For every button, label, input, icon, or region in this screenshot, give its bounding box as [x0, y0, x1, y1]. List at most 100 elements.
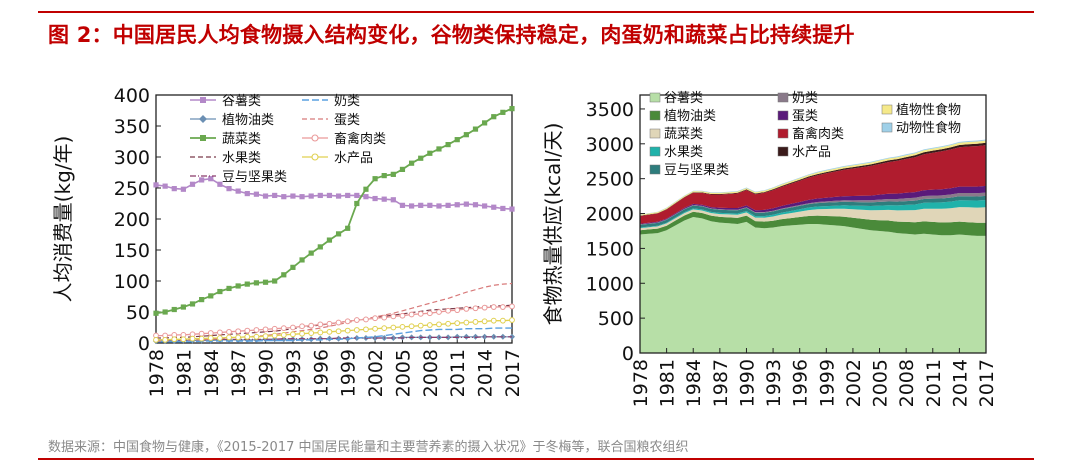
series-8-point [363, 326, 369, 333]
series-7-point [436, 309, 442, 315]
series-8-point [244, 333, 251, 340]
legend-label-6: 蛋类 [792, 109, 818, 124]
legend-swatch-5 [777, 92, 789, 103]
x-tick-label: 2014 [949, 359, 971, 407]
legend-swatch-9 [881, 104, 893, 115]
series-2-point [171, 306, 177, 313]
x-tick-label: 1993 [763, 359, 785, 407]
series-8-point [372, 325, 378, 332]
series-0-point [427, 202, 433, 208]
top-divider [38, 11, 1034, 13]
legend-label-0: 谷薯类 [222, 94, 261, 109]
series-2-point [381, 173, 387, 179]
series-0-point [199, 177, 205, 183]
series-7-point [454, 307, 461, 314]
series-7-point [308, 322, 315, 329]
x-tick-label: 2014 [475, 349, 497, 397]
series-7-point [417, 310, 424, 317]
x-tick-label: 2005 [392, 349, 414, 397]
legend-swatch-10 [881, 122, 893, 133]
legend-label-2: 蔬菜类 [222, 132, 261, 147]
series-2-point [491, 114, 497, 120]
line-chart-food-consumption: 0 50 100 150 200 250 300 350 400 1978 1981 1984 1987… [51, 85, 524, 397]
y-tick-label: 150 [114, 240, 150, 262]
legend-label-5: 奶类 [792, 91, 818, 106]
series-8-point [408, 323, 415, 330]
series-7-point [372, 315, 378, 322]
y-tick-label: 1500 [586, 238, 634, 260]
area-series-6 [640, 185, 986, 225]
series-7-point [262, 326, 269, 333]
series-8-point [326, 328, 333, 335]
series-8-point [436, 321, 442, 328]
series-0-point [509, 206, 515, 212]
legend-label-0: 谷薯类 [664, 91, 703, 106]
series-2-point [345, 225, 351, 231]
legend-marker-2 [200, 135, 206, 141]
legend-swatch-0 [649, 92, 661, 103]
series-8-point [290, 331, 296, 338]
series-8-point [235, 334, 242, 341]
y-tick-label: 200 [114, 209, 150, 231]
series-2-point [244, 281, 250, 287]
series-8-point [271, 332, 278, 339]
series-1-point [490, 333, 497, 340]
series-0-point [217, 181, 223, 187]
series-8-point [481, 318, 488, 325]
series-0-point [235, 188, 241, 194]
series-8-point [381, 325, 388, 332]
series-0-point [326, 192, 333, 199]
series-2-point [153, 310, 159, 316]
series-7-point [280, 325, 287, 332]
data-source-note: 数据来源：中国食物与健康，《2015-2017 中国居民能量和主要营养素的摄入状… [48, 440, 689, 455]
series-0-point [226, 186, 232, 192]
series-2-point [217, 288, 223, 295]
series-0-point [162, 183, 168, 189]
series-7-point [490, 304, 497, 310]
x-tick-label: 1987 [710, 359, 732, 407]
series-2-point [326, 237, 333, 243]
series-0-point [418, 202, 424, 208]
x-tick-label: 1987 [228, 349, 250, 397]
y-tick-label: 0 [138, 333, 150, 355]
series-2-point [354, 200, 360, 207]
series-0-point [253, 191, 260, 197]
series-1-point [390, 335, 397, 342]
series-8-point [463, 319, 470, 326]
series-7-point [244, 327, 251, 334]
series-8-point [216, 335, 223, 341]
legend-label-8: 水产品 [792, 145, 831, 160]
x-tick-label: 2002 [365, 349, 387, 397]
area-series-1 [640, 211, 986, 236]
series-2-point [500, 109, 506, 115]
series-0-point [180, 186, 186, 192]
area-series-4 [640, 195, 986, 228]
series-7-point [207, 330, 214, 336]
series-8-point [171, 336, 178, 343]
x-tick-label: 2011 [923, 359, 945, 407]
series-0-point [244, 190, 250, 197]
series-2-point [482, 120, 488, 126]
x-tick-label: 2011 [447, 349, 469, 397]
series-0-point [335, 193, 342, 199]
series-2-point [281, 272, 287, 278]
series-8-point [490, 317, 497, 324]
series-7-point [509, 303, 515, 310]
series-0-point [381, 196, 387, 202]
x-tick-label: 1993 [283, 349, 305, 397]
y-axis-label: 人均消费量(kg/年) [51, 136, 75, 303]
x-tick-label: 2008 [420, 349, 442, 397]
series-7-point [216, 329, 223, 336]
series-2-point [262, 279, 269, 285]
series-2-point [454, 137, 460, 143]
series-2-point [509, 106, 515, 112]
legend-label-5: 奶类 [334, 94, 360, 109]
y-tick-label: 400 [114, 85, 150, 107]
area-series-3 [640, 200, 986, 229]
series-0-point [454, 202, 460, 208]
series-1-point [445, 334, 452, 341]
series-8-point [153, 337, 159, 343]
series-0-point [171, 186, 177, 192]
series-8-point [390, 324, 397, 331]
series-8-point [226, 334, 232, 341]
